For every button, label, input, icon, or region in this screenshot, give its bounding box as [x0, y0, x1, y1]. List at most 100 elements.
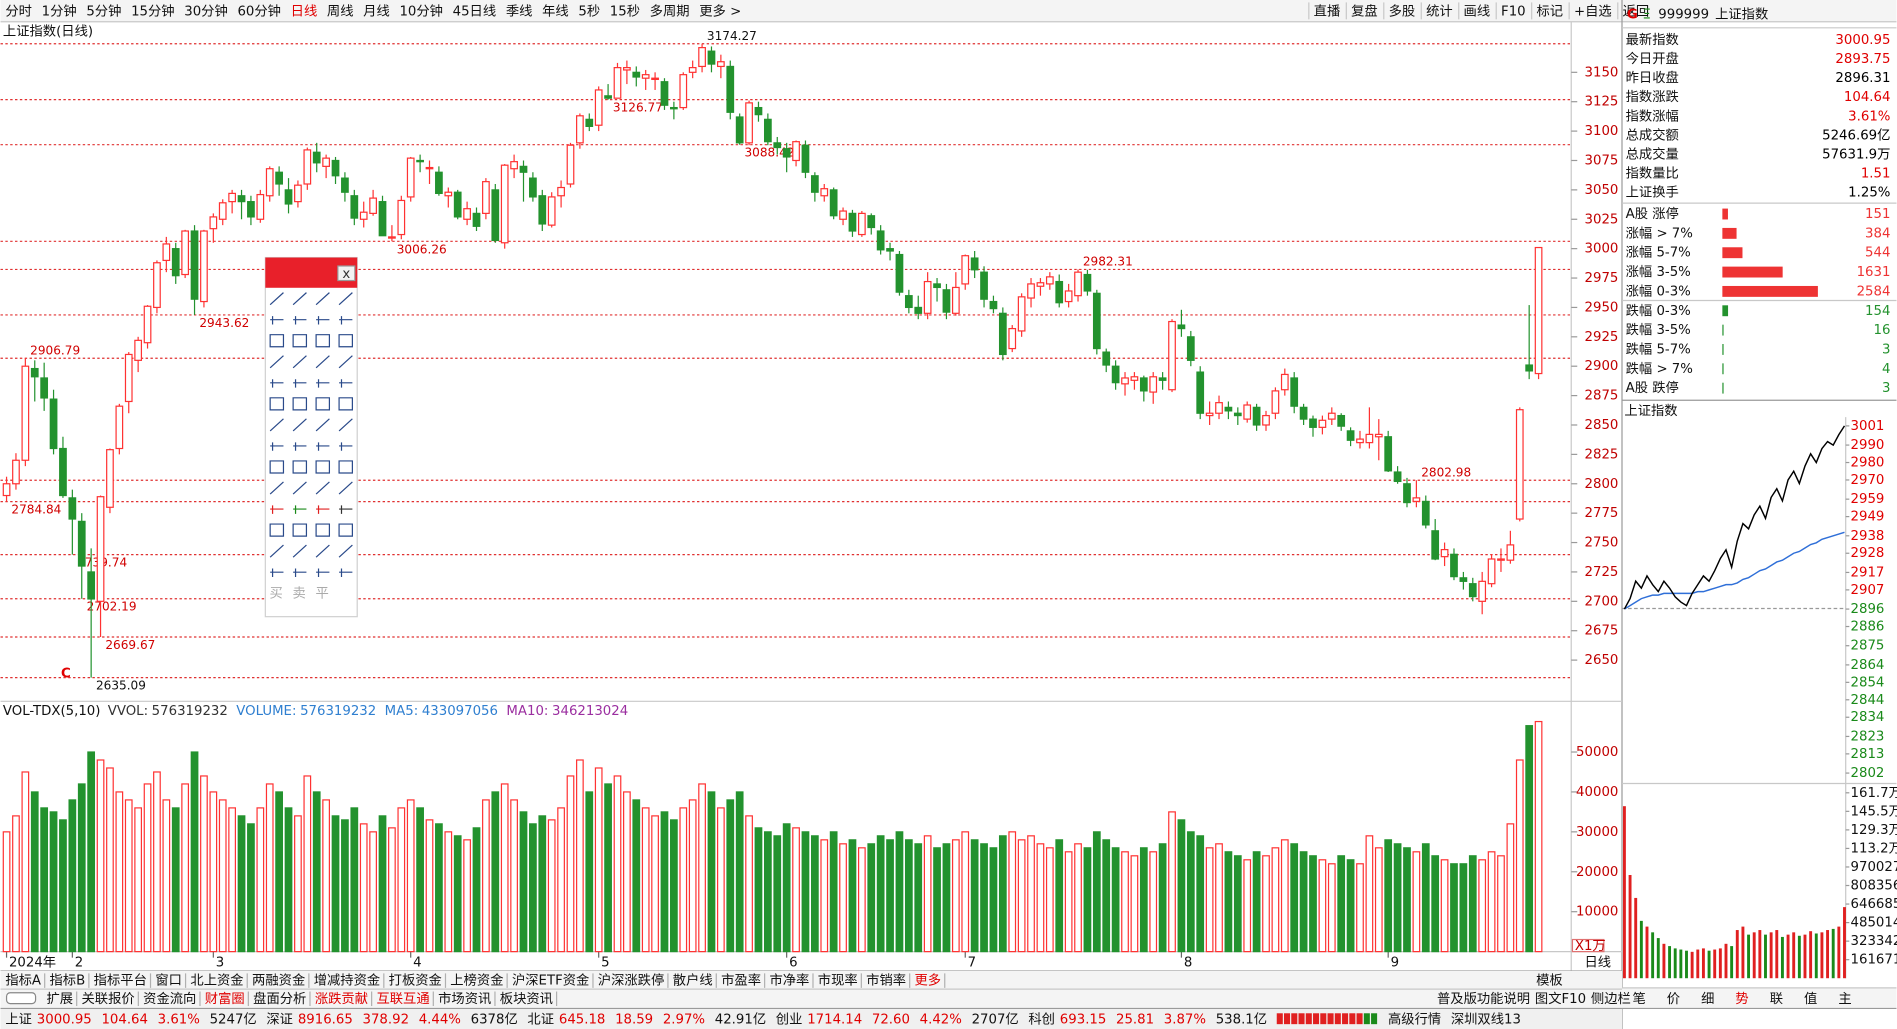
palette-icon[interactable] [270, 379, 284, 388]
bottom-tab[interactable]: 北上资金 [190, 973, 243, 989]
bottom-tab[interactable]: 资金流向 [143, 991, 196, 1007]
palette-icon[interactable] [293, 505, 307, 514]
period-tab[interactable]: 1分钟 [42, 2, 77, 19]
tool-button[interactable]: 直播 [1314, 3, 1341, 19]
palette-icon[interactable] [315, 292, 330, 306]
bottom-tab[interactable]: 上榜资金 [450, 972, 503, 989]
palette-icon[interactable] [270, 568, 284, 578]
palette-icon[interactable] [338, 418, 353, 432]
palette-icon[interactable] [269, 544, 284, 558]
period-tab[interactable]: 5秒 [578, 3, 600, 19]
palette-icon[interactable] [339, 568, 353, 578]
palette-icon[interactable] [269, 334, 285, 348]
bottom-tab[interactable]: 窗口 [155, 972, 182, 989]
status-extra[interactable]: 深圳双线13 [1451, 1011, 1521, 1027]
period-tab[interactable]: 分时 [5, 3, 32, 19]
bottom-tab[interactable]: 盘面分析 [253, 990, 306, 1007]
period-tab[interactable]: 60分钟 [237, 2, 281, 19]
bottom-tab[interactable]: 市盈率 [721, 972, 761, 989]
palette-icon[interactable] [292, 292, 307, 306]
bottom-tab[interactable]: 市净率 [769, 972, 809, 989]
mini-tab[interactable]: 联 [1770, 991, 1783, 1007]
palette-icon[interactable] [339, 505, 353, 514]
bottom-tab[interactable]: 更多 [915, 972, 942, 989]
palette-icon[interactable] [315, 544, 330, 558]
palette-icon[interactable] [269, 460, 285, 474]
palette-icon[interactable] [315, 397, 331, 411]
period-tab[interactable]: 15分钟 [131, 2, 175, 19]
bottom-tab[interactable]: 增减持资金 [314, 973, 380, 989]
palette-icon[interactable] [293, 316, 307, 325]
palette-icon[interactable] [316, 568, 330, 578]
mini-tab[interactable]: 值 [1804, 991, 1817, 1007]
palette-icon[interactable] [338, 355, 353, 369]
template-button[interactable]: 模板 [1536, 973, 1563, 989]
palette-icon[interactable] [292, 481, 307, 495]
period-tab[interactable]: 年线 [542, 3, 569, 19]
bottom-tab[interactable]: 扩展 [46, 991, 73, 1007]
palette-icon[interactable] [338, 523, 353, 537]
period-tab[interactable]: 10分钟 [399, 2, 443, 19]
palette-icon[interactable] [293, 442, 307, 451]
period-tab[interactable]: 月线 [363, 3, 390, 19]
side-button[interactable]: 图文F10 [1535, 991, 1586, 1007]
palette-icon[interactable] [315, 418, 330, 432]
palette-icon[interactable] [338, 292, 353, 306]
period-tab[interactable]: 日线 [291, 3, 318, 19]
bottom-tab[interactable]: 市销率 [866, 972, 906, 989]
palette-icon[interactable] [269, 397, 285, 411]
bottom-tab[interactable]: 指标平台 [94, 973, 147, 989]
period-tab[interactable]: 30分钟 [184, 2, 228, 19]
palette-icon[interactable] [292, 397, 308, 411]
palette-icon[interactable] [338, 544, 353, 558]
palette-icon[interactable] [338, 460, 353, 474]
palette-icon[interactable] [315, 334, 331, 348]
mini-tab[interactable]: 势 [1735, 991, 1748, 1007]
palette-icon[interactable] [292, 460, 308, 474]
palette-icon[interactable] [339, 316, 353, 325]
quote-menu[interactable]: Ξ [1643, 8, 1651, 23]
period-tab[interactable]: 周线 [327, 3, 354, 19]
tool-button[interactable]: 复盘 [1351, 2, 1378, 19]
palette-icon[interactable] [315, 460, 331, 474]
palette-icon[interactable] [316, 316, 330, 325]
palette-icon[interactable] [339, 379, 353, 388]
bottom-tab[interactable]: 市场资讯 [438, 990, 491, 1007]
tool-button[interactable]: 返回 [1623, 3, 1650, 19]
mini-tab[interactable]: 细 [1701, 991, 1714, 1007]
side-button[interactable]: 侧边栏 [1591, 991, 1631, 1007]
tool-button[interactable]: 统计 [1426, 3, 1453, 19]
palette-icon[interactable] [292, 523, 308, 537]
palette-icon[interactable] [269, 481, 284, 495]
palette-icon[interactable] [316, 379, 330, 388]
palette-icon[interactable] [339, 442, 353, 451]
palette-icon[interactable] [269, 292, 284, 306]
palette-icon[interactable] [292, 418, 307, 432]
palette-icon[interactable] [316, 505, 330, 514]
tool-button[interactable]: +自选 [1574, 3, 1612, 19]
bottom-tab[interactable]: 打板资金 [389, 973, 442, 989]
bottom-tab[interactable]: 两融资金 [252, 973, 305, 989]
tool-button[interactable]: 多股 [1389, 2, 1416, 19]
period-tab[interactable]: 45日线 [453, 3, 497, 19]
bottom-tab[interactable]: 涨跌贡献 [315, 991, 368, 1007]
mini-tab[interactable]: 价 [1667, 992, 1680, 1007]
bottom-tab[interactable]: 沪深涨跌停 [598, 972, 664, 989]
bottom-tab[interactable]: 关联报价 [82, 991, 135, 1007]
period-tab[interactable]: 15秒 [610, 3, 640, 19]
palette-icon[interactable] [338, 334, 353, 348]
period-tab[interactable]: 多周期 [650, 2, 690, 19]
palette-icon[interactable] [315, 481, 330, 495]
palette-icon[interactable] [292, 334, 308, 348]
palette-icon[interactable] [292, 355, 307, 369]
bottom-tab[interactable]: 互联互通 [376, 991, 429, 1007]
mini-tab[interactable]: 主 [1838, 991, 1851, 1007]
mini-tab[interactable]: 笔 [1633, 991, 1646, 1007]
palette-icon[interactable] [269, 355, 284, 369]
bottom-tab[interactable]: 板块资讯 [500, 991, 553, 1007]
bottom-tab[interactable]: 沪深ETF资金 [512, 973, 589, 989]
palette-icon[interactable] [293, 379, 307, 388]
bottom-tab[interactable]: 财富圈 [205, 990, 245, 1007]
bottom-tab[interactable]: 指标A [5, 973, 41, 989]
palette-icon[interactable] [270, 316, 284, 325]
